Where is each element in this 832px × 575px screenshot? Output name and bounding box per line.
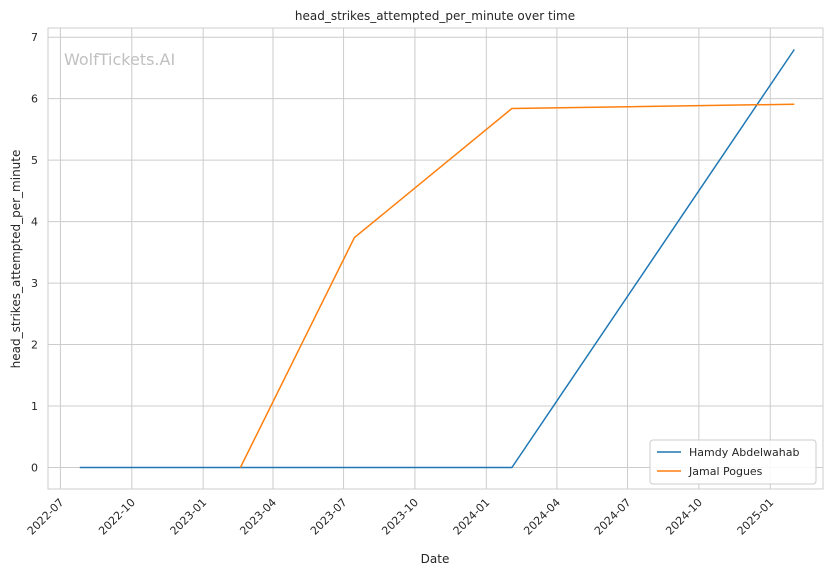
legend-label-jamal-pogues: Jamal Pogues <box>688 465 763 478</box>
series-lines <box>79 49 795 469</box>
x-tick-label: 2024-07 <box>592 496 634 538</box>
y-tick-label: 3 <box>31 277 38 290</box>
x-tick-label: 2023-04 <box>237 496 279 538</box>
y-tick-label: 1 <box>31 400 38 413</box>
x-tick-label: 2024-04 <box>521 496 563 538</box>
x-tick-labels: 2022-07 2022-10 2023-01 2023-04 2023-07 2023-… <box>25 496 777 538</box>
y-tick-label: 2 <box>31 339 38 352</box>
y-tick-label: 7 <box>31 31 38 44</box>
plot-frame <box>47 27 824 490</box>
y-tick-label: 6 <box>31 93 38 106</box>
x-axis-title: Date <box>421 552 450 566</box>
x-tick-label: 2023-07 <box>308 496 350 538</box>
x-tick-label: 2023-10 <box>379 496 421 538</box>
legend-box <box>649 439 817 485</box>
y-tick-label: 0 <box>31 461 38 474</box>
x-tick-label: 2024-10 <box>663 496 705 538</box>
x-tick-label: 2024-01 <box>451 496 493 538</box>
legend-label-hamdy-abdelwahab: Hamdy Abdelwahab <box>689 446 799 459</box>
x-tick-label: 2022-10 <box>96 496 138 538</box>
watermark: WolfTickets.AI <box>64 50 175 69</box>
x-tick-label: 2023-01 <box>168 496 210 538</box>
series-line-jamal-pogues <box>239 103 795 468</box>
chart-title: head_strikes_attempted_per_minute over t… <box>295 9 575 23</box>
legend: Hamdy Abdelwahab Jamal Pogues <box>649 439 817 485</box>
x-tick-label: 2025-01 <box>735 496 777 538</box>
y-tick-label: 5 <box>31 154 38 167</box>
series-line-hamdy-abdelwahab <box>79 49 795 469</box>
plot-area <box>48 28 823 489</box>
y-tick-label: 4 <box>31 216 38 229</box>
x-tick-label: 2022-07 <box>25 496 67 538</box>
y-axis-title: head_strikes_attempted_per_minute <box>9 150 23 369</box>
y-tick-labels: 0 1 2 3 4 5 6 7 <box>31 31 38 474</box>
